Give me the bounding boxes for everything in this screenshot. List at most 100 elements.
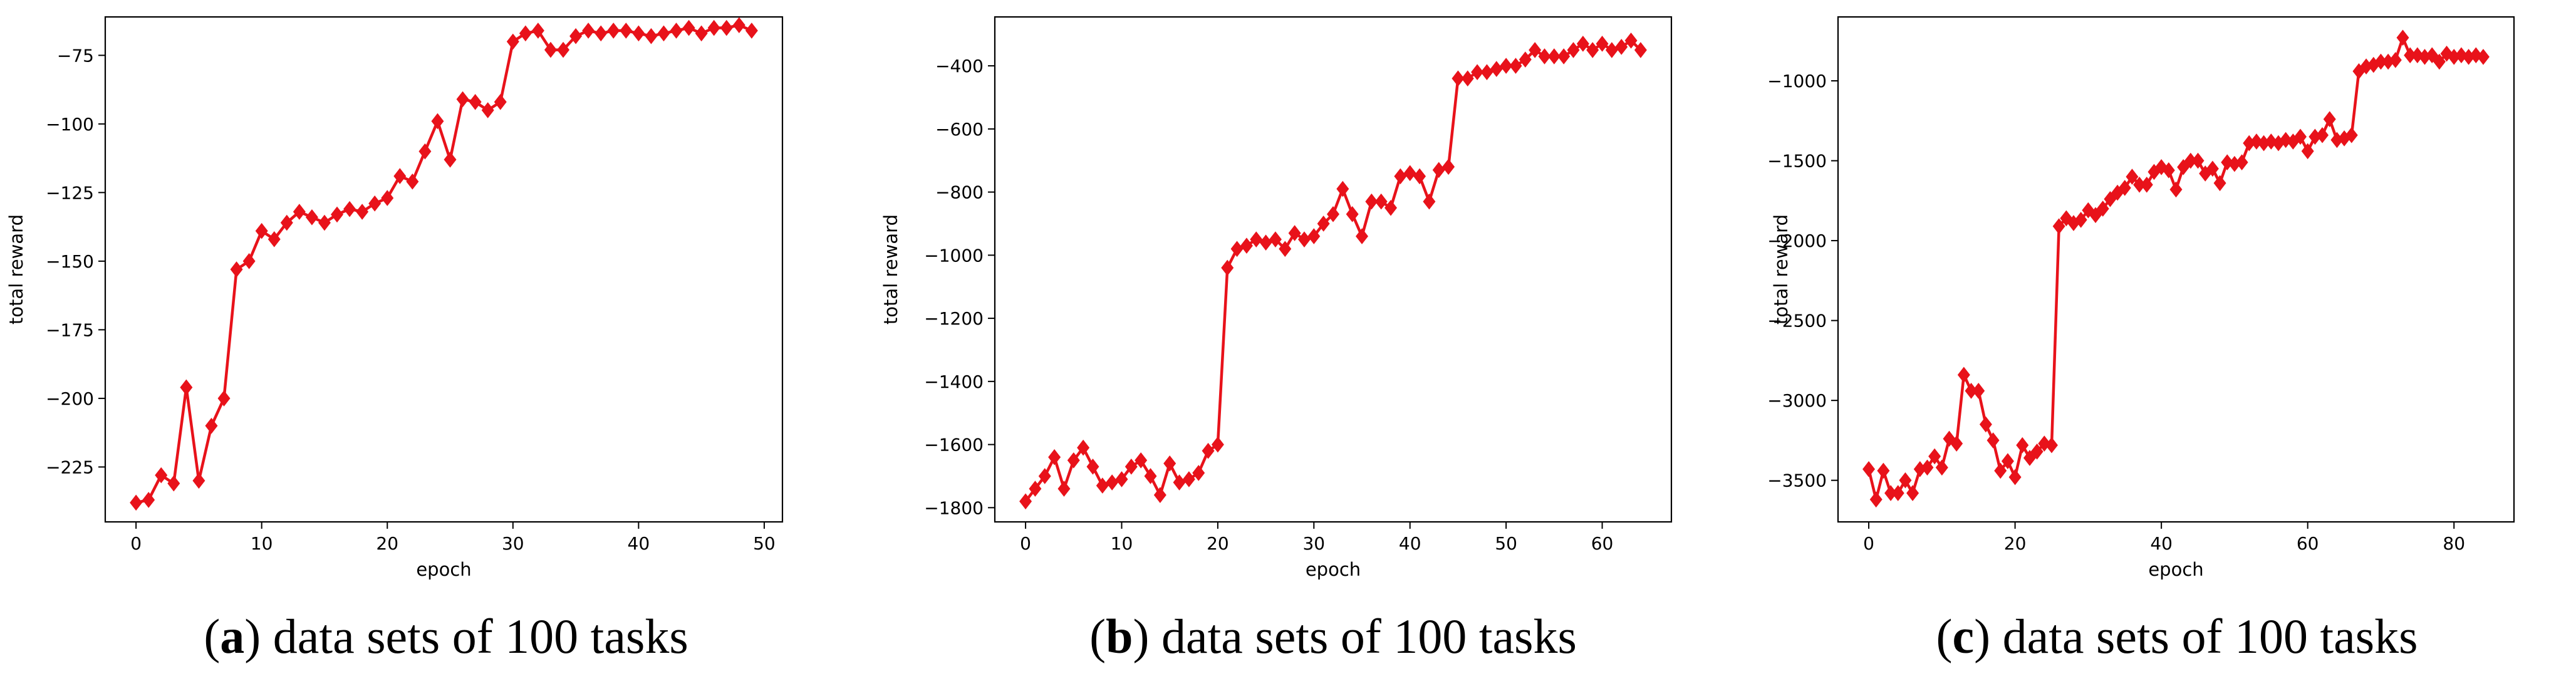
data-point-marker [280,214,293,231]
data-point-marker [595,25,608,42]
panel-caption: (c) data sets of 100 tasks [1936,609,2418,663]
x-tick-label: 60 [2297,533,2319,554]
data-point-marker [1029,481,1042,497]
data-point-marker [1192,465,1205,481]
y-tick-label: −2000 [1767,231,1827,251]
y-tick-label: −1400 [924,372,984,392]
data-point-marker [1906,485,1919,501]
data-point-marker [582,23,595,39]
plot-frame [104,16,784,523]
data-point-marker [1250,231,1263,247]
data-point-marker [1067,452,1080,469]
data-point-marker [2294,128,2307,145]
data-point-marker [1557,48,1571,65]
x-tick-label: 10 [1111,533,1133,554]
data-point-marker [1509,58,1522,74]
data-point-marker [506,33,519,50]
caption-close-paren: ) [244,609,261,663]
data-point-marker [1038,468,1051,484]
caption-text: data sets of 100 tasks [1990,609,2418,663]
data-point-marker [431,113,444,130]
data-point-marker [1928,448,1941,465]
x-tick-label: 80 [2443,533,2465,554]
data-point-marker [1624,32,1638,49]
data-point-marker [331,206,344,223]
x-tick-label: 50 [753,533,776,554]
y-tick-label: −175 [46,320,94,340]
data-point-marker [2016,437,2029,454]
data-point-marker [695,25,708,42]
data-point-marker [645,28,658,44]
panel-b: 0 10 20 30 40 50 60 −1800 −1600 −1400 −1200 −1000 −8… [880,16,1673,663]
data-point-marker [494,93,507,110]
x-axis-label: epoch [416,559,471,580]
data-point-marker [1307,228,1321,244]
data-point-marker [192,472,205,489]
data-point-marker [1869,491,1883,508]
y-tick-label: −1500 [1767,151,1827,172]
caption-open-paren: ( [1936,609,1953,663]
y-tick-label: −3000 [1767,390,1827,411]
data-point-marker [1269,231,1282,247]
data-point-marker [682,19,695,36]
data-point-marker [2389,52,2402,68]
data-point-marker [1615,39,1628,55]
data-point-marker [707,19,720,36]
data-point-marker [180,379,193,396]
data-point-marker [1877,462,1890,479]
data-point-marker [1374,193,1388,210]
data-point-marker [1480,64,1493,80]
data-point-marker [607,23,620,39]
data-point-marker [2191,152,2205,169]
plot-frame [994,16,1673,523]
data-point-marker [1994,462,2007,479]
series-line [1024,39,1642,502]
series-line [1867,36,2484,501]
data-point-marker [2082,202,2095,219]
data-point-marker [1086,459,1099,475]
caption-letter: b [1106,609,1133,663]
data-point-marker [732,17,745,33]
y-tick-label: −1200 [924,308,984,329]
data-point-marker [444,151,457,168]
data-point-marker [620,23,633,39]
data-point-marker [318,214,331,231]
data-point-marker [418,143,432,160]
data-point-marker [1442,159,1455,175]
data-point-marker [2096,200,2109,217]
data-point-marker [1862,461,1876,477]
data-point-marker [2052,218,2065,234]
data-point-marker [557,41,570,58]
data-point-marker [2045,437,2058,454]
data-point-marker [745,23,758,39]
data-point-marker [1950,435,1963,452]
data-point-marker [1297,231,1311,247]
data-point-marker [1987,432,2000,449]
data-point-marker [1500,58,1513,74]
data-point-marker [1124,459,1138,475]
x-tick-label: 0 [130,533,142,554]
data-point-marker [2396,29,2409,46]
x-tick-label: 30 [502,533,524,554]
data-point-marker [670,23,683,39]
y-tick-label: −75 [57,45,94,66]
data-point-marker [1336,180,1349,197]
data-point-marker [1317,216,1330,232]
data-point-marker [1586,42,1599,58]
y-tick-label: −800 [935,182,984,203]
data-point-marker [1394,168,1407,185]
data-point-marker [1471,64,1484,80]
data-point-marker [2476,48,2490,65]
data-point-marker [255,222,268,239]
data-point-marker [1943,430,1956,447]
data-point-marker [569,28,583,44]
data-point-marker [2235,154,2248,170]
data-point-marker [205,417,218,434]
x-tick-label: 40 [2150,533,2173,554]
plot-frame [1837,16,2515,523]
x-tick-label: 20 [1207,533,1229,554]
panel-caption: (b) data sets of 100 tasks [1089,609,1577,663]
data-point-marker [2060,210,2073,227]
y-tick-label: −1800 [924,497,984,518]
y-axis-label: total reward [6,214,27,325]
